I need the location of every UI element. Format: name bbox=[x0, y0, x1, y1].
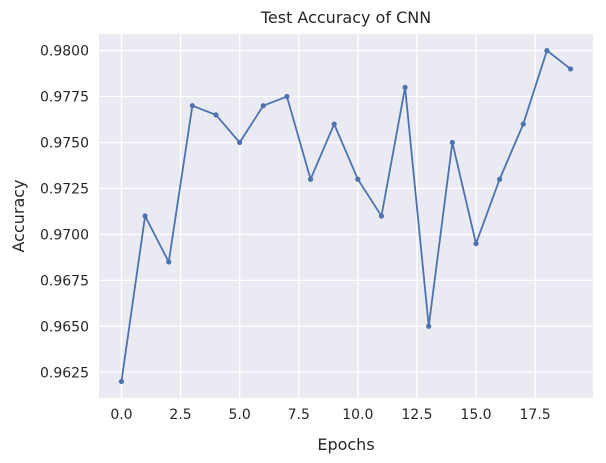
data-point bbox=[189, 103, 195, 109]
x-tick-label: 5.0 bbox=[229, 407, 251, 423]
x-tick-label: 7.5 bbox=[288, 407, 310, 423]
data-point bbox=[426, 323, 432, 329]
y-tick-label: 0.9625 bbox=[40, 365, 89, 381]
data-point bbox=[166, 259, 172, 265]
data-points bbox=[118, 47, 574, 385]
data-point bbox=[237, 139, 243, 146]
x-tick-label: 12.5 bbox=[401, 407, 432, 423]
data-point bbox=[213, 112, 219, 118]
data-point bbox=[355, 176, 361, 182]
grid-lines bbox=[99, 34, 593, 398]
x-tick-label: 0.0 bbox=[110, 407, 132, 423]
data-point bbox=[284, 93, 290, 100]
data-point bbox=[118, 378, 125, 385]
y-axis-label: Accuracy bbox=[9, 179, 28, 252]
data-point bbox=[520, 121, 526, 127]
data-point bbox=[497, 176, 503, 182]
data-point bbox=[544, 47, 550, 54]
data-point bbox=[260, 103, 266, 109]
x-tick-label: 17.5 bbox=[520, 407, 551, 423]
data-point bbox=[331, 121, 337, 127]
y-tick-label: 0.9775 bbox=[40, 90, 89, 106]
series-line bbox=[120, 49, 572, 382]
data-point bbox=[378, 213, 385, 219]
y-tick-label: 0.9675 bbox=[40, 273, 89, 289]
plot-background bbox=[99, 34, 593, 398]
data-point bbox=[142, 213, 148, 219]
y-tick-label: 0.9650 bbox=[40, 319, 89, 335]
x-tick-label: 10.0 bbox=[342, 407, 373, 423]
data-point bbox=[567, 66, 574, 72]
x-tick-label: 2.5 bbox=[169, 407, 191, 423]
data-point bbox=[402, 84, 408, 90]
data-point bbox=[473, 240, 479, 247]
y-tick-label: 0.9700 bbox=[40, 227, 89, 243]
y-tick-labels: 0.9625 0.9650 0.9675 0.9700 0.9725 0.9750 0.97… bbox=[40, 44, 89, 382]
y-tick-label: 0.9750 bbox=[40, 135, 89, 151]
data-point bbox=[449, 139, 455, 146]
x-tick-labels: 0.0 2.5 5.0 7.5 10.0 12.5 15.0 17.5 bbox=[110, 407, 550, 423]
x-axis-label: Epochs bbox=[317, 435, 374, 454]
data-point bbox=[307, 176, 314, 182]
y-tick-label: 0.9725 bbox=[40, 181, 89, 197]
y-tick-label: 0.9800 bbox=[40, 44, 89, 60]
x-tick-label: 15.0 bbox=[460, 407, 491, 423]
chart-title: Test Accuracy of CNN bbox=[260, 8, 431, 27]
